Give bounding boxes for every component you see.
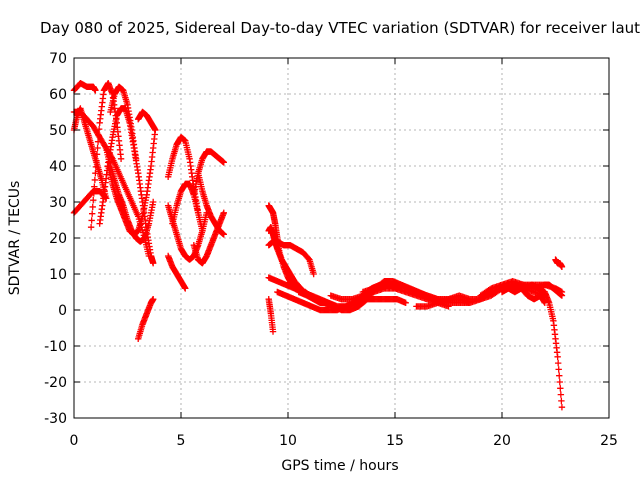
data-point [269, 328, 277, 335]
series-arc-5 [87, 80, 125, 231]
data-point [92, 87, 99, 94]
data-point [91, 183, 98, 190]
x-axis-label: GPS time / hours [281, 458, 398, 474]
data-point [220, 231, 227, 238]
data-point [182, 285, 189, 292]
data-point [117, 155, 125, 162]
data-point [90, 197, 97, 204]
data-point [87, 224, 95, 231]
data-point [95, 132, 102, 139]
data-point [556, 378, 563, 386]
series-arc-14 [169, 180, 206, 234]
data-point [555, 366, 562, 373]
data-point [556, 372, 563, 379]
x-tick-labels: 0 5 10 15 20 25 [70, 433, 618, 449]
data-point [558, 404, 566, 411]
y-tick-label: 10 [49, 267, 67, 283]
data-point [558, 397, 565, 405]
series-arc-10 [135, 108, 159, 134]
data-point [94, 138, 102, 145]
data-point [558, 263, 566, 270]
y-axis-label: SDTVAR / TECUs [7, 181, 23, 296]
data-points [70, 80, 566, 411]
data-point [558, 292, 566, 299]
series-arc-6 [96, 105, 157, 267]
y-tick-label: 0 [58, 303, 67, 319]
x-tick-label: 5 [177, 433, 186, 449]
data-point [557, 385, 564, 392]
data-point [92, 163, 100, 171]
series-arc-12 [164, 202, 210, 263]
series-arc-33 [552, 256, 566, 270]
series-arc-8 [107, 83, 140, 162]
data-point [149, 260, 157, 267]
data-point [89, 203, 96, 211]
data-point [91, 176, 99, 184]
series-arc-34 [541, 281, 566, 299]
x-tick-label: 15 [386, 433, 404, 449]
y-tick-label: 40 [49, 159, 67, 175]
data-point [94, 144, 101, 152]
y-tick-label: -30 [44, 411, 67, 427]
y-tick-label: 60 [49, 87, 67, 103]
series-arc-1 [70, 80, 99, 94]
axis-ticks [73, 57, 610, 419]
series-arc-22 [265, 296, 277, 335]
series-arc-17 [190, 209, 227, 267]
series-arc-9 [102, 144, 157, 245]
data-point [152, 126, 159, 134]
y-tick-label: 50 [49, 123, 67, 139]
x-tick-label: 20 [493, 433, 511, 449]
chart-title: Day 080 of 2025, Sidereal Day-to-day VTE… [40, 19, 640, 37]
series-arc-11 [135, 296, 157, 342]
data-point [220, 159, 227, 166]
data-point [310, 270, 317, 278]
y-tick-label: 20 [49, 231, 67, 247]
data-point [149, 198, 157, 206]
data-point [402, 299, 409, 306]
y-tick-label: -10 [44, 339, 67, 355]
data-point [93, 151, 101, 158]
data-point [93, 157, 100, 164]
data-point [95, 125, 103, 133]
series-arc-21 [265, 224, 337, 310]
x-tick-label: 0 [70, 433, 79, 449]
data-point [557, 391, 565, 398]
x-tick-label: 10 [279, 433, 297, 449]
y-tick-label: -20 [44, 375, 67, 391]
data-point [554, 353, 561, 360]
grid [74, 58, 609, 418]
data-point [90, 190, 97, 197]
data-point [554, 359, 562, 367]
y-tick-label: 70 [49, 51, 67, 67]
data-point [132, 155, 140, 162]
x-tick-label: 25 [600, 433, 618, 449]
data-point [92, 170, 99, 177]
series-arc-18 [194, 170, 227, 238]
series-arc-16 [190, 148, 227, 198]
y-tick-label: 30 [49, 195, 67, 211]
data-point [199, 227, 206, 234]
data-point [88, 210, 96, 217]
y-tick-labels: -30 -20 -10 0 10 20 30 40 50 60 70 [44, 51, 67, 427]
series-arc-15 [164, 252, 189, 292]
data-point [149, 296, 157, 303]
series-arc-32 [509, 281, 566, 411]
data-point [88, 217, 95, 224]
data-point [220, 209, 227, 216]
